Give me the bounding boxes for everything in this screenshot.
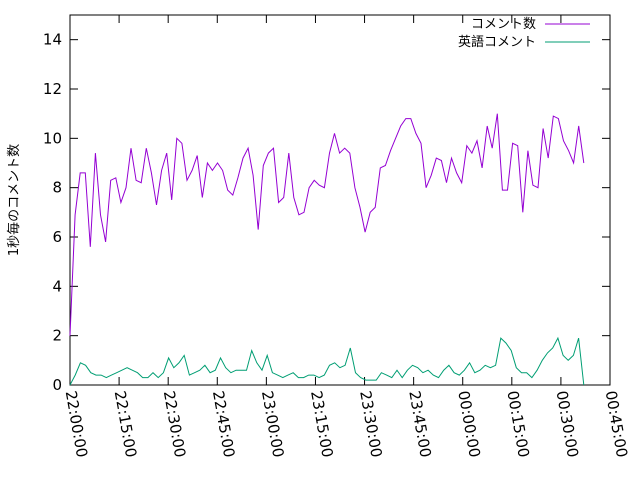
plot-frame: [69, 14, 611, 386]
x-tick-label: 23:00:00: [258, 389, 287, 458]
y-tick-label: 8: [52, 179, 62, 197]
x-tick-label: 00:00:00: [454, 389, 483, 458]
y-tick-label: 2: [52, 327, 62, 345]
series-line-comments: [69, 113, 585, 336]
x-tick-label: 22:45:00: [209, 389, 238, 458]
y-tick-label: 10: [43, 129, 62, 147]
x-tick-label: 23:30:00: [356, 389, 385, 458]
legend-label-comments: コメント数: [471, 17, 536, 32]
series-group: [69, 113, 585, 386]
legend-label-english: 英語コメント: [458, 34, 536, 50]
x-tick-label: 22:30:00: [160, 389, 189, 458]
x-tick-label: 22:15:00: [111, 389, 140, 458]
y-tick-label: 14: [43, 31, 62, 49]
x-tick-label: 22:00:00: [62, 389, 91, 458]
y-axis-label: 1秒毎のコメント数: [6, 144, 22, 256]
x-tick-label: 00:15:00: [503, 389, 532, 458]
x-tick-label: 23:15:00: [307, 389, 336, 458]
x-tick-label: 23:45:00: [405, 389, 434, 458]
x-tick-label: 00:30:00: [553, 389, 582, 458]
series-line-english: [69, 336, 585, 386]
y-tick-label: 6: [52, 228, 62, 246]
y-tick-label: 12: [43, 80, 62, 98]
tick-group: 0 2 4 6 8 10 12 14 22:00:00 22:15:00 22:30:00 22:45…: [43, 15, 631, 459]
x-tick-label: 00:45:00: [602, 389, 631, 458]
y-tick-label: 0: [52, 376, 62, 394]
legend: コメント数 英語コメント: [458, 17, 590, 50]
y-tick-label: 4: [52, 277, 62, 295]
